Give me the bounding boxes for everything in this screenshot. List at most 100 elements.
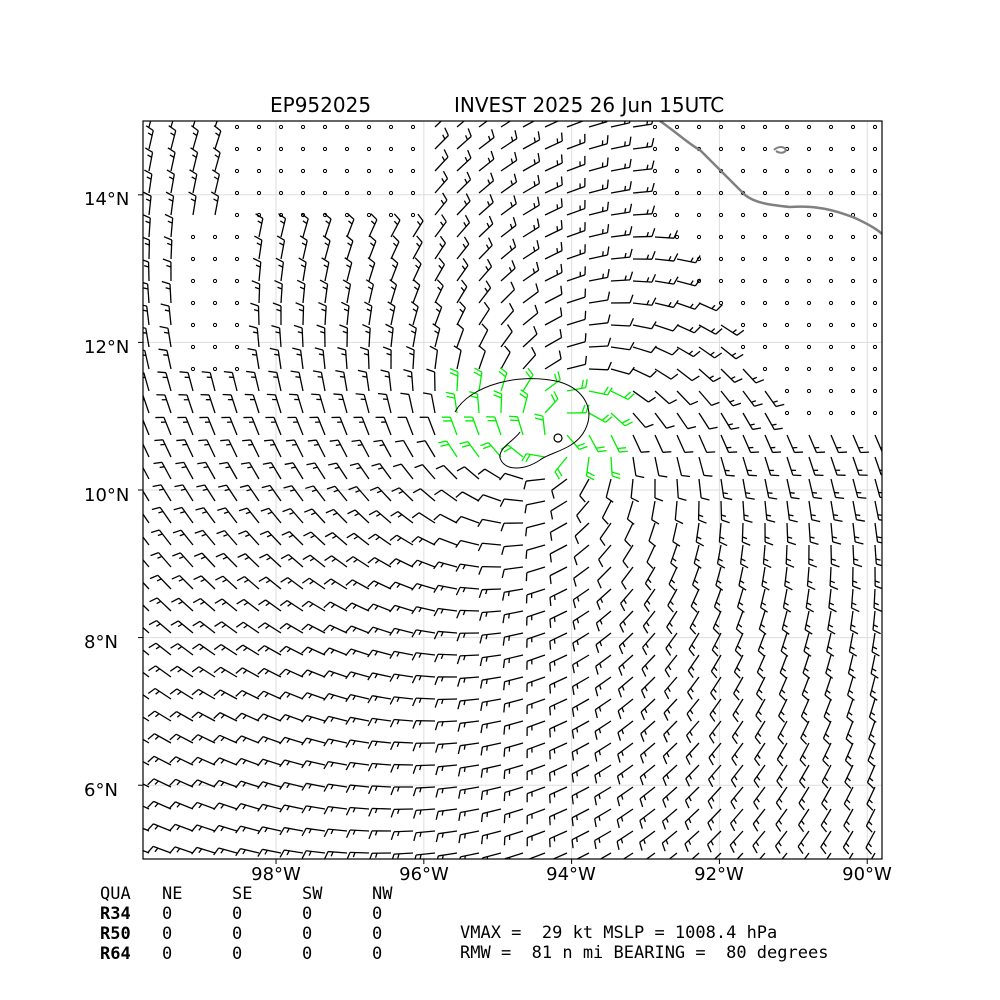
wind-barb	[279, 645, 304, 656]
wind-barb	[663, 698, 678, 721]
calm-circle	[784, 278, 790, 284]
wind-barb	[661, 830, 678, 852]
wind-barb	[711, 632, 722, 657]
calm-circle	[828, 366, 834, 372]
wind-barb	[620, 588, 634, 612]
wind-barb	[651, 500, 660, 525]
wind-barb	[148, 665, 172, 678]
wind-barb	[720, 412, 740, 430]
row-label-r50: R50	[100, 924, 131, 944]
wind-barb	[254, 235, 263, 260]
calm-circle	[828, 388, 834, 394]
wind-barb	[295, 302, 305, 326]
wind-barb	[257, 713, 282, 722]
wind-barb	[349, 462, 370, 480]
wind-barb	[412, 697, 436, 707]
calm-circle	[234, 168, 240, 174]
wind-barb	[390, 741, 414, 751]
wind-barb	[693, 544, 702, 569]
r50-nw: 0	[372, 924, 383, 944]
wind-barb	[154, 439, 172, 458]
wind-barb	[500, 260, 516, 282]
wind-barb	[798, 808, 810, 833]
wind-barb	[157, 371, 172, 392]
wind-barb	[720, 500, 730, 524]
contour-line	[454, 378, 590, 469]
calm-circle	[234, 146, 240, 152]
wind-barb	[797, 830, 810, 854]
wind-barb	[522, 131, 541, 150]
calm-circle	[850, 278, 856, 284]
coastline-path	[659, 121, 882, 235]
wind-barb	[676, 346, 701, 358]
wind-barb	[198, 439, 216, 458]
calm-circle	[278, 190, 284, 196]
wind-barb	[522, 325, 538, 348]
calm-circle	[278, 168, 284, 174]
wind-barb	[595, 610, 612, 632]
wind-barb	[525, 588, 546, 604]
wind-barb	[215, 575, 238, 590]
wind-barb	[870, 654, 879, 679]
wind-barb	[720, 434, 738, 454]
wind-barb	[764, 412, 783, 431]
wind-barb	[572, 610, 590, 630]
wind-barb	[411, 535, 436, 546]
wind-barb	[412, 213, 424, 238]
wind-barb	[525, 522, 546, 537]
wind-barb	[549, 588, 568, 606]
wind-barb	[389, 718, 414, 728]
calm-circle	[828, 322, 834, 328]
wind-barb	[303, 531, 326, 546]
strong-wind-barb	[441, 416, 458, 436]
wind-barb	[312, 370, 326, 392]
wind-barb	[345, 602, 370, 612]
calm-circle	[344, 146, 350, 152]
wind-barb	[632, 412, 654, 428]
wind-barb	[235, 735, 260, 744]
calm-circle	[234, 366, 240, 372]
wind-barb	[323, 783, 348, 792]
wind-barb	[782, 588, 792, 613]
lat-label-10: 10°N	[84, 485, 130, 506]
wind-barb	[368, 213, 378, 238]
calm-circle	[872, 410, 878, 416]
table-row: R50 0 0 0 0	[100, 924, 442, 944]
wind-barb	[619, 610, 634, 633]
lon-label-98: 98°W	[251, 864, 301, 885]
wind-barb	[588, 179, 609, 194]
wind-barb	[316, 324, 326, 348]
wind-barb	[548, 830, 568, 848]
calm-circle	[300, 190, 306, 196]
wind-barb	[257, 735, 282, 744]
wind-barb	[433, 537, 458, 546]
strong-wind-barb	[566, 379, 588, 392]
wind-barb	[429, 345, 439, 370]
wind-barb	[456, 193, 471, 216]
wind-barb	[301, 760, 326, 769]
wind-barb	[169, 801, 194, 810]
wind-barb	[566, 200, 586, 216]
wind-barb	[742, 478, 755, 500]
wind-barb	[456, 323, 465, 348]
wind-barb	[685, 720, 700, 744]
calm-circle	[762, 168, 768, 174]
wind-barb	[595, 632, 612, 654]
wind-barb	[214, 621, 238, 634]
wind-barb	[346, 213, 355, 238]
wind-barb	[301, 714, 326, 723]
wind-barb	[588, 246, 610, 260]
wind-barb	[455, 491, 480, 502]
strong-wind-barb	[473, 367, 483, 392]
wind-barb	[753, 786, 766, 810]
wind-barb	[365, 279, 375, 304]
wind-barb	[408, 323, 417, 348]
calm-circle	[762, 124, 768, 130]
wind-barb	[235, 780, 260, 789]
wind-barb	[143, 304, 150, 326]
calm-circle	[762, 300, 768, 306]
wind-barb	[400, 392, 414, 414]
wind-barb	[522, 240, 540, 260]
wind-barb	[246, 370, 260, 392]
wind-barb	[502, 654, 524, 669]
